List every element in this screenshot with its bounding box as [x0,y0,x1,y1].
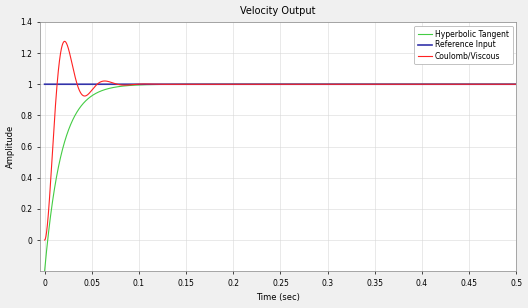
Coulomb/Viscous [488,82,495,86]
Y-axis label: Amplitude: Amplitude [6,125,15,168]
Hyperbolic Tangent [61,142,67,145]
Coulomb/Viscous [41,238,48,242]
Coulomb/Viscous [61,39,68,43]
Reference Input [61,82,67,86]
Reference Input [513,82,520,86]
Coulomb/Viscous [61,40,67,43]
Hyperbolic Tangent [134,83,140,87]
Coulomb/Viscous [70,66,76,69]
Hyperbolic Tangent [43,247,50,251]
Reference Input [134,82,140,86]
Line: Hyperbolic Tangent: Hyperbolic Tangent [44,84,516,271]
Hyperbolic Tangent [70,118,76,122]
Line: Coulomb/Viscous: Coulomb/Viscous [44,41,516,240]
Legend: Hyperbolic Tangent, Reference Input, Coulomb/Viscous: Hyperbolic Tangent, Reference Input, Cou… [414,26,513,64]
Hyperbolic Tangent [272,82,278,86]
Reference Input [41,82,48,86]
Hyperbolic Tangent [41,270,48,273]
Title: Velocity Output: Velocity Output [240,6,316,16]
X-axis label: Time (sec): Time (sec) [256,294,300,302]
Coulomb/Viscous [134,82,140,86]
Coulomb/Viscous [272,82,278,86]
Reference Input [70,82,76,86]
Reference Input [272,82,278,86]
Coulomb/Viscous [513,82,520,86]
Coulomb/Viscous [43,229,50,233]
Hyperbolic Tangent [488,82,495,86]
Reference Input [488,82,495,86]
Reference Input [43,82,50,86]
Hyperbolic Tangent [513,82,520,86]
